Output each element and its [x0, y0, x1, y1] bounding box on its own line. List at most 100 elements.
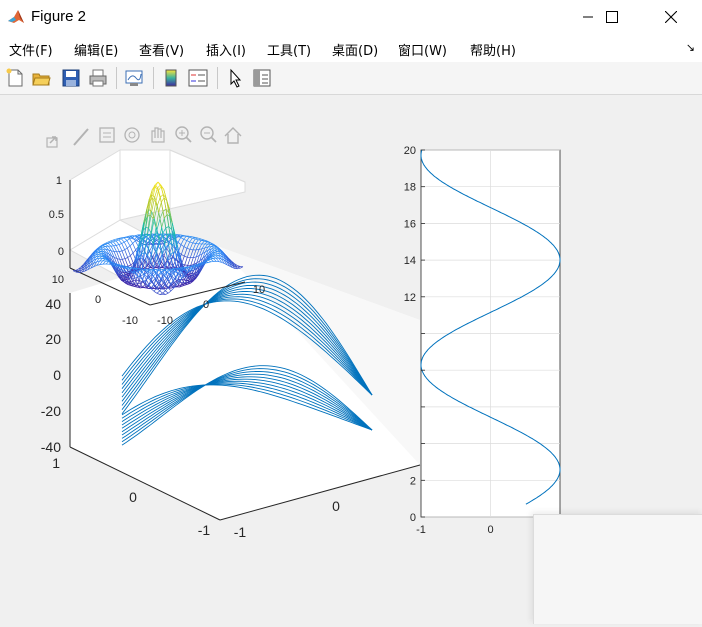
- matlab-logo-icon: [7, 8, 25, 26]
- figure-toolbar: [0, 62, 702, 95]
- pan-icon[interactable]: [152, 128, 164, 142]
- toolbar-separator: [217, 67, 218, 89]
- surface-mesh-line: [193, 244, 196, 250]
- x-tick-label: -1: [234, 524, 247, 540]
- menu-help[interactable]: 帮助(H): [470, 40, 516, 59]
- surface-mesh-line: [131, 284, 134, 285]
- surface-mesh-line: [160, 211, 163, 218]
- close-button[interactable]: [648, 0, 694, 34]
- y-tick-label: 0: [410, 512, 416, 524]
- menu-bar: 文件(F) 编辑(E) 查看(V) 插入(I) 工具(T) 桌面(D) 窗口(W…: [0, 34, 702, 62]
- y-tick-label: -10: [122, 315, 138, 327]
- x-tick-label: -1: [416, 524, 426, 536]
- menu-file[interactable]: 文件(F): [9, 40, 53, 59]
- y-tick-label: 0: [95, 294, 101, 306]
- surface-mesh-line: [185, 265, 188, 266]
- surface-mesh-line: [181, 247, 184, 255]
- surface-mesh-line: [237, 267, 240, 268]
- y-tick-label: 12: [404, 292, 416, 304]
- surface-mesh-line: [201, 240, 204, 241]
- surface-mesh-line: [190, 238, 193, 242]
- menu-edit[interactable]: 编辑(E): [74, 40, 118, 59]
- z-tick-label: 40: [45, 296, 61, 312]
- close-icon: [665, 11, 677, 23]
- surface-back-right-wall: [120, 150, 245, 220]
- surface-mesh-line: [192, 237, 195, 238]
- surface-mesh-line: [178, 238, 181, 243]
- surface-mesh-line: [162, 218, 165, 227]
- surface-mesh-line: [196, 240, 199, 244]
- surface-mesh-line: [207, 242, 210, 243]
- surface-mesh-line: [184, 247, 187, 249]
- surface-mesh-line: [129, 278, 132, 279]
- menu-window[interactable]: 窗口(W): [398, 40, 447, 59]
- z-tick-label: 0: [53, 367, 61, 383]
- y-tick-label: 20: [404, 145, 416, 157]
- rotate-3d-icon[interactable]: [125, 128, 139, 142]
- print-icon[interactable]: [88, 68, 108, 88]
- surface-mesh-line: [183, 236, 186, 237]
- y-tick-label: -1: [198, 522, 211, 538]
- data-tips-icon[interactable]: [100, 128, 114, 142]
- window-title: Figure 2: [31, 8, 86, 25]
- edit-plot-pointer-icon[interactable]: [225, 68, 245, 88]
- surface-mesh-line: [198, 239, 201, 240]
- insert-colorbar-icon[interactable]: [161, 68, 181, 88]
- x-tick-label: 0: [203, 299, 209, 311]
- new-figure-icon[interactable]: [5, 68, 25, 88]
- surface-mesh-line: [181, 254, 184, 256]
- surface-mesh-line: [196, 244, 199, 250]
- surface-mesh-line: [214, 245, 217, 246]
- surface-mesh-line: [181, 245, 184, 247]
- menu-desktop[interactable]: 桌面(D): [332, 40, 378, 59]
- menu-insert[interactable]: 插入(I): [206, 40, 246, 59]
- y-tick-label: 1: [52, 455, 60, 471]
- property-inspector-icon[interactable]: [252, 68, 272, 88]
- y-tick-label: 14: [404, 255, 416, 267]
- z-tick-label: -40: [41, 439, 61, 455]
- surface-mesh-line: [205, 242, 208, 244]
- z-tick-label: -20: [41, 403, 61, 419]
- menu-tools[interactable]: 工具(T): [267, 40, 311, 59]
- surface-mesh-line: [181, 239, 184, 245]
- dock-arrow-icon[interactable]: ↘: [686, 41, 695, 54]
- surface-mesh-line: [184, 239, 187, 240]
- surface-mesh-line: [202, 241, 205, 244]
- surface-mesh-line: [187, 237, 190, 240]
- brush-icon[interactable]: [74, 129, 88, 145]
- export-icon[interactable]: [47, 137, 57, 147]
- surface-mesh-line: [193, 243, 196, 244]
- y-tick-label: 10: [52, 274, 64, 286]
- open-file-icon[interactable]: [31, 68, 51, 88]
- surface-mesh-line: [181, 267, 184, 268]
- surface-mesh-line: [109, 264, 112, 265]
- surface-mesh-line: [98, 251, 101, 252]
- surface-mesh-line: [234, 265, 237, 266]
- toolbar-separator: [153, 67, 154, 89]
- surface-mesh-line: [189, 237, 192, 238]
- x-tick-label: 0: [332, 498, 340, 514]
- x-tick-label: 10: [253, 284, 265, 296]
- surface-mesh-line: [187, 249, 190, 257]
- surface-mesh-line: [235, 267, 238, 268]
- axes-toolbar: [47, 127, 241, 147]
- zoom-out-icon[interactable]: [201, 127, 216, 142]
- axes-3d-lines: 40 20 0 -20 -40 1 0 -1 -1 0 1: [41, 247, 440, 540]
- z-tick-label: 1: [56, 175, 62, 187]
- maximize-button[interactable]: [589, 0, 635, 34]
- surface-mesh-line: [190, 242, 193, 243]
- surface-mesh-line: [181, 238, 184, 240]
- surface-mesh-line: [190, 249, 193, 250]
- link-plot-icon[interactable]: [124, 68, 144, 88]
- y-tick-label: 0: [129, 489, 137, 505]
- overlay-panel[interactable]: [533, 514, 702, 624]
- home-icon[interactable]: [225, 128, 241, 143]
- menu-view[interactable]: 查看(V): [139, 40, 184, 59]
- surface-mesh-line: [164, 256, 167, 260]
- z-tick-label: 0.5: [49, 209, 64, 221]
- insert-legend-icon[interactable]: [188, 68, 208, 88]
- surface-mesh-line: [184, 256, 187, 257]
- x-tick-label: -10: [157, 315, 173, 327]
- save-icon[interactable]: [61, 68, 81, 88]
- zoom-in-icon[interactable]: [176, 127, 191, 142]
